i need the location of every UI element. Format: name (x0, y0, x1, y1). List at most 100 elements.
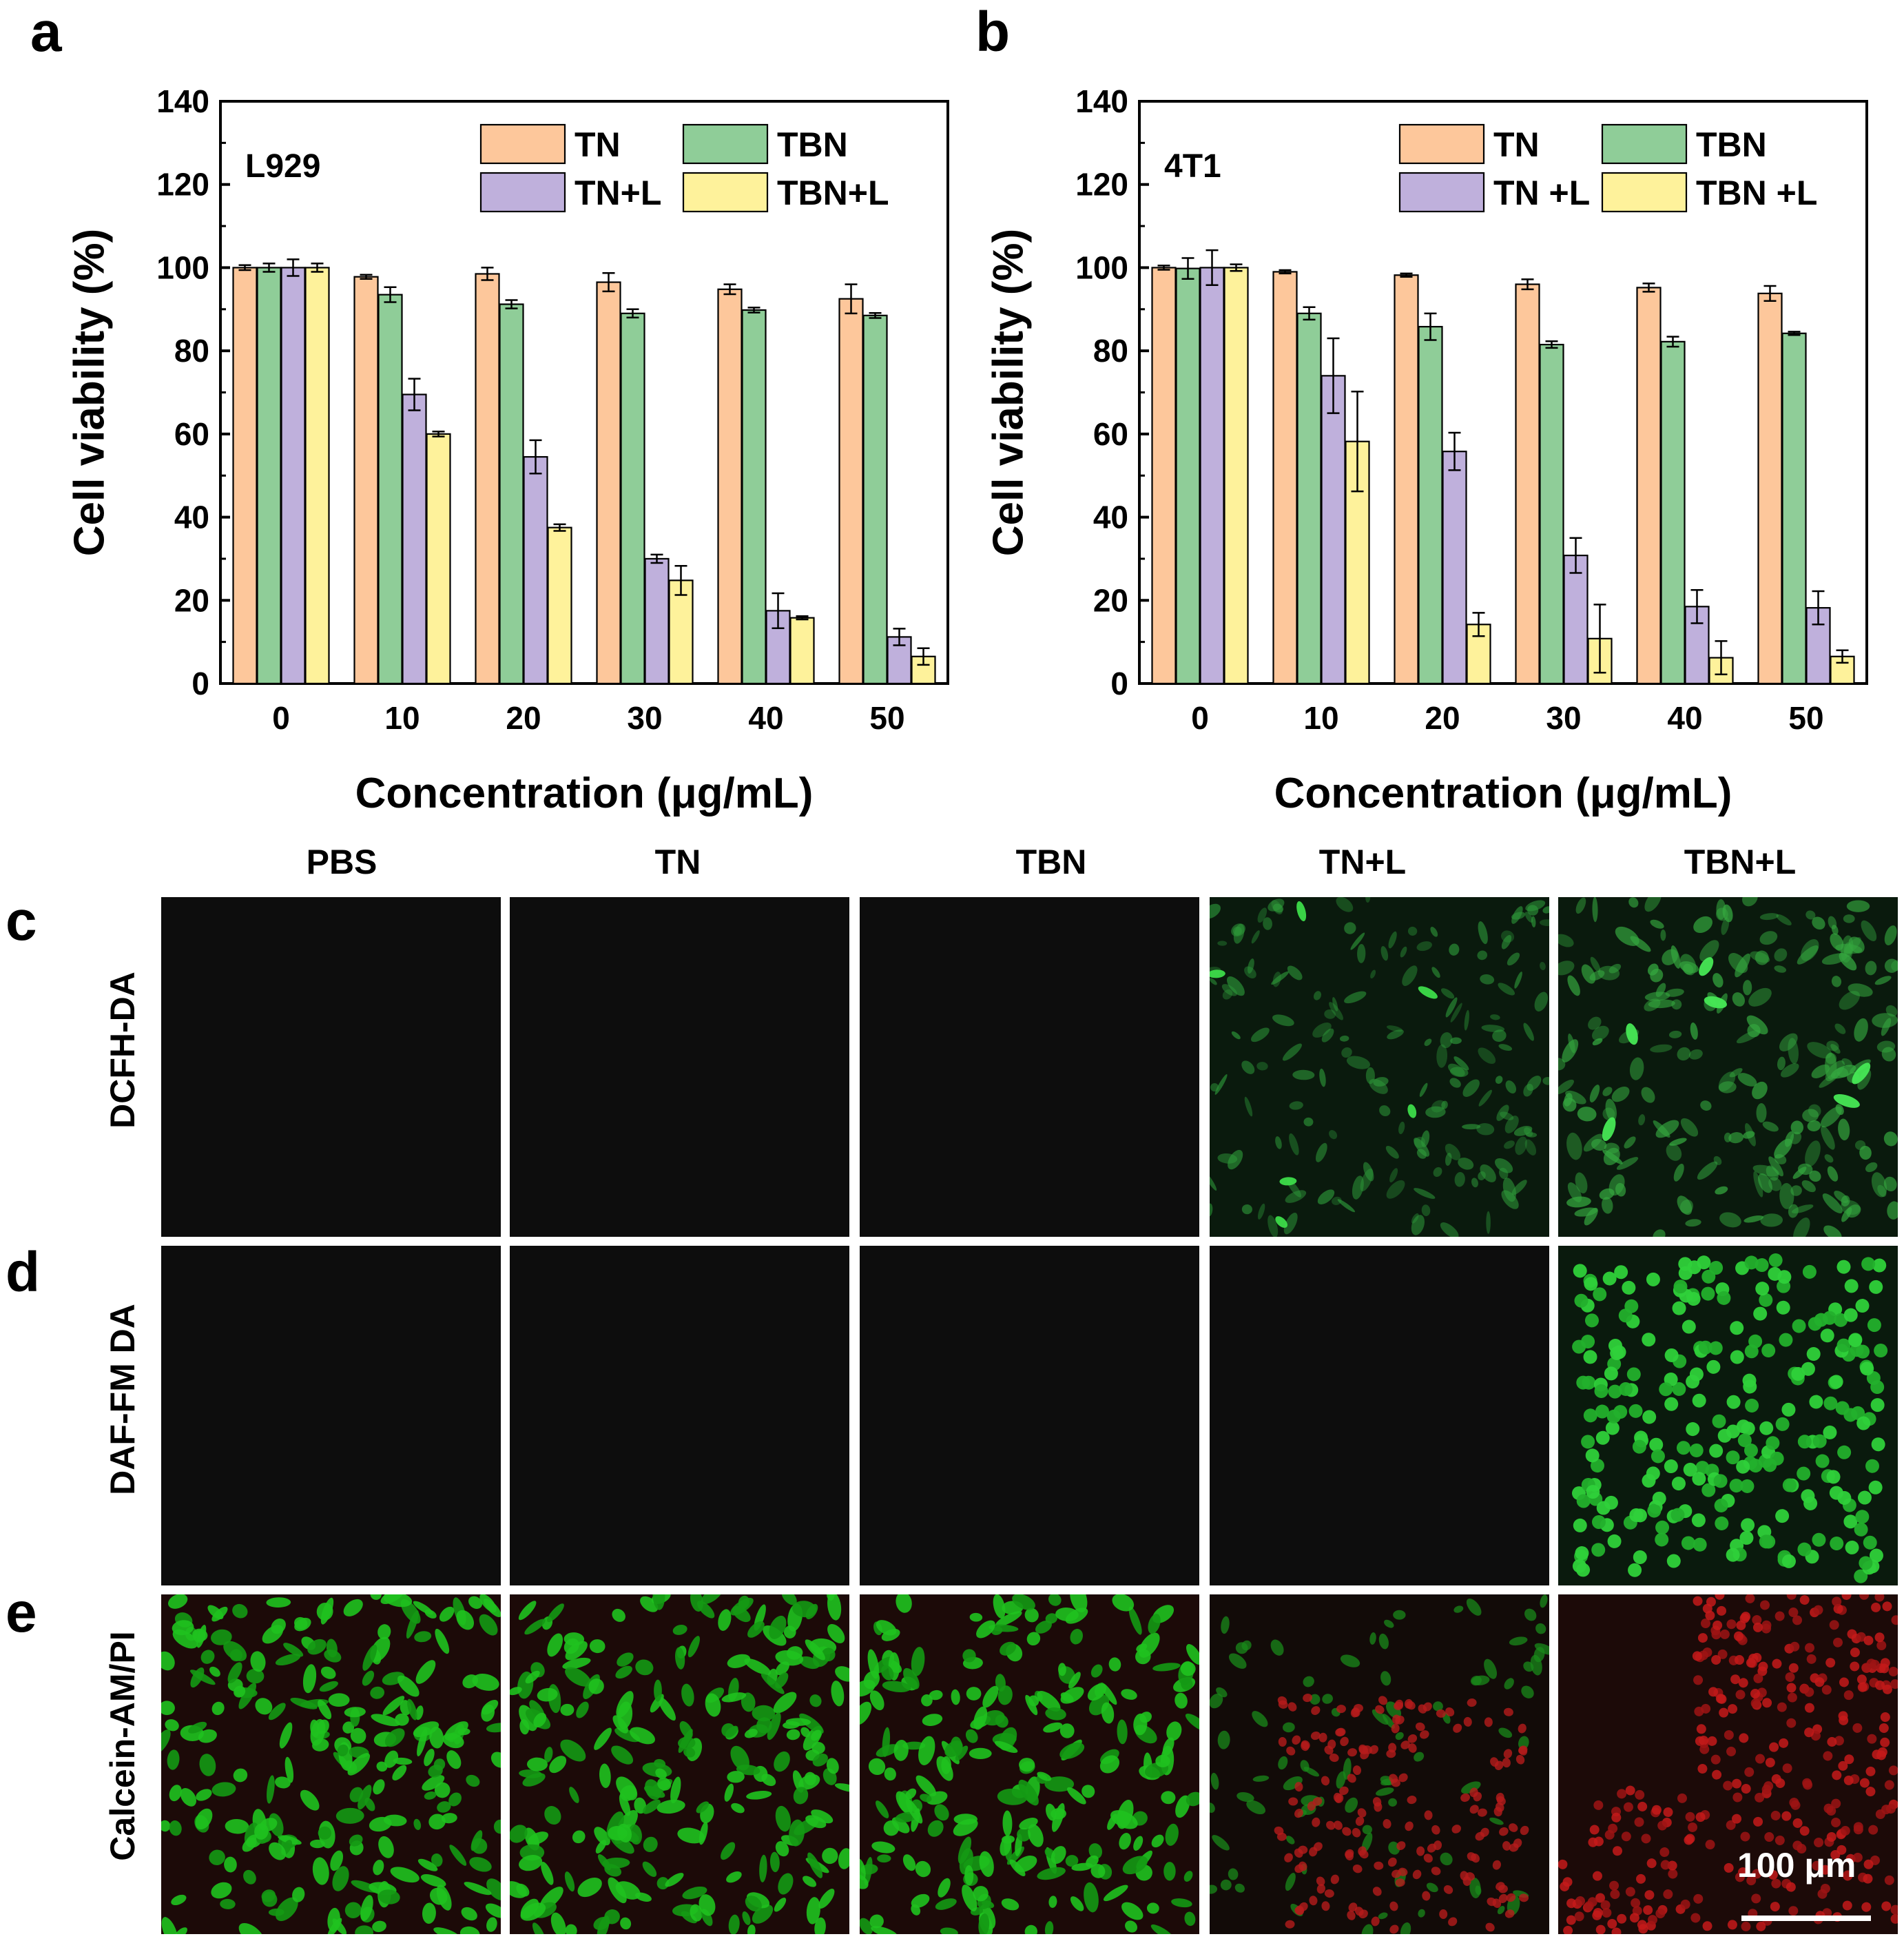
bar-tbn (862, 314, 888, 685)
y-tick-label: 80 (174, 333, 209, 369)
scale-bar-label: 100 μm (1737, 1846, 1856, 1884)
row-label-daf-fm-da: DAF-FM DA (103, 1304, 142, 1495)
micrograph-calcein-am-pi-tn-ll (1210, 1594, 1549, 1934)
y-tick-label: 0 (1110, 666, 1128, 701)
micrograph-image (1558, 1246, 1898, 1585)
legend-label: TBN (1696, 125, 1767, 164)
legend-swatch (1601, 172, 1688, 213)
bar-tbnl (426, 433, 451, 685)
x-axis-label: Concentration (μg/mL) (1274, 770, 1732, 817)
micrograph-daf-fm-da-tn-ll (1210, 1246, 1549, 1585)
micrograph-image (510, 1246, 849, 1585)
legend-label: TN (1493, 125, 1540, 164)
micrograph-daf-fm-da-tbn-ll (1558, 1246, 1898, 1585)
y-tick-label: 40 (1093, 500, 1128, 535)
legend-label: TN +L (1493, 174, 1590, 212)
row-label-calcein-am-pi: Calcein-AM/PI (103, 1631, 142, 1861)
micrograph-image (161, 1246, 501, 1585)
bar-tbn (1418, 326, 1443, 685)
micrograph-dcfh-da-tn (510, 897, 849, 1237)
x-tick-label: 40 (1667, 700, 1702, 736)
bar-tnl (1321, 375, 1346, 685)
y-tick-label: 60 (174, 416, 209, 452)
legend-swatch (682, 172, 769, 213)
column-label-tn: TN (654, 843, 701, 881)
column-label-tbn: TBN (1015, 843, 1087, 881)
bar-tbn (256, 267, 282, 685)
bar-tbnl (789, 617, 815, 685)
bar-tbnl (1223, 267, 1249, 685)
micrograph-dcfh-da-pbs (161, 897, 501, 1237)
y-tick-label: 60 (1093, 416, 1128, 452)
bar-tbnl (668, 579, 694, 685)
legend-swatch (1398, 172, 1485, 213)
micrograph-dcfh-da-tbn (860, 897, 1199, 1237)
chart-a-l929: 0 20 40 60 80 100 120 140 0 10 20 30 40 50 Concentrati… (65, 83, 949, 817)
column-label-tbn-l: TBN+L (1684, 843, 1797, 881)
micrograph-image (1558, 897, 1898, 1237)
x-tick-label: 10 (1303, 700, 1338, 736)
micrograph-image (510, 1594, 849, 1934)
micrograph-daf-fm-da-tbn (860, 1246, 1199, 1585)
bar-tbn (620, 312, 645, 685)
x-axis-label: Concentration (μg/mL) (355, 770, 814, 817)
legend-swatch (682, 123, 769, 165)
bar-tbn (1296, 312, 1322, 685)
bar-tn (1394, 274, 1419, 685)
y-tick-label: 20 (1093, 582, 1128, 618)
y-tick-label: 20 (174, 582, 209, 618)
x-tick-label: 50 (869, 700, 904, 736)
bar-charts: 0 20 40 60 80 100 120 140 0 10 20 30 40 50 Concentrati… (65, 83, 1868, 817)
micrograph-daf-fm-da-pbs (161, 1246, 501, 1585)
bar-tbn (741, 309, 767, 685)
bar-tnl (1442, 451, 1467, 685)
y-axis-label: Cell viability (%) (984, 229, 1032, 556)
micrograph-image (161, 1594, 501, 1934)
column-label-pbs: PBS (306, 843, 377, 881)
panel-letter-a: a (30, 1, 62, 63)
bar-tn (1151, 267, 1177, 685)
bar-tnl (402, 393, 427, 685)
bar-tn (232, 267, 258, 685)
bar-tn (1272, 271, 1298, 685)
micrograph-image (161, 897, 501, 1237)
bar-tnl (1563, 554, 1589, 685)
panel-letter-d: d (6, 1241, 41, 1304)
micrograph-image (860, 1594, 1199, 1934)
micrograph-image (1210, 1594, 1549, 1934)
chart-b-4t1: 0 20 40 60 80 100 120 140 0 10 20 30 40 50 Concentrati… (984, 83, 1868, 817)
x-tick-label: 50 (1788, 700, 1823, 736)
legend-label: TBN+L (777, 174, 889, 212)
micrograph-dcfh-da-tbn-ll (1558, 897, 1898, 1237)
legend-swatch (479, 172, 566, 213)
legend-swatch (1601, 123, 1688, 165)
x-tick-label: 20 (506, 700, 541, 736)
micrograph-image (510, 897, 849, 1237)
y-tick-label: 140 (156, 83, 209, 119)
bar-tn (475, 273, 500, 685)
micrograph-dcfh-da-tn-ll (1210, 897, 1549, 1237)
bar-tn (1636, 287, 1662, 685)
y-tick-label: 120 (1075, 167, 1128, 203)
micrograph-daf-fm-da-tn (510, 1246, 849, 1585)
bar-tbn (1175, 267, 1201, 685)
y-tick-label: 140 (1075, 83, 1128, 119)
micrograph-image (1558, 1594, 1898, 1934)
x-tick-label: 10 (384, 700, 420, 736)
x-tick-label: 0 (272, 700, 290, 736)
micrograph-image (860, 897, 1199, 1237)
cell-line-label: L929 (245, 148, 320, 185)
bar-tn (838, 298, 864, 685)
column-label-tn-l: TN+L (1318, 843, 1407, 881)
scale-bar (1741, 1916, 1871, 1921)
bar-tnl (280, 267, 306, 685)
legend-label: TBN (777, 125, 848, 164)
x-tick-label: 30 (627, 700, 662, 736)
micrograph-calcein-am-pi-pbs (161, 1594, 501, 1934)
legend-label: TN+L (575, 174, 661, 212)
micrograph-image (860, 1246, 1199, 1585)
y-tick-label: 100 (1075, 249, 1128, 285)
bar-tbnl (304, 267, 330, 685)
panel-letter-e: e (6, 1581, 37, 1644)
bar-tnl (1199, 267, 1225, 685)
